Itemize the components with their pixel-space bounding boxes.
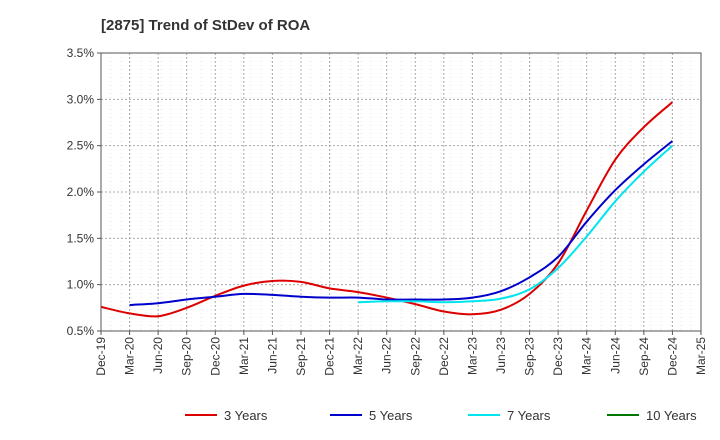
x-tick-label: Mar-23 — [465, 337, 479, 375]
x-tick-label: Sep-24 — [637, 337, 651, 376]
legend-label-3-years: 3 Years — [224, 408, 268, 423]
y-tick-label: 0.5% — [67, 324, 95, 338]
x-tick-label: Dec-22 — [437, 337, 451, 376]
x-tick-label: Sep-20 — [180, 337, 194, 376]
x-tick-label: Jun-20 — [151, 337, 165, 374]
grid — [101, 53, 701, 331]
x-tick-label: Sep-21 — [294, 337, 308, 376]
x-tick-label: Mar-22 — [351, 337, 365, 375]
chart-title: [2875] Trend of StDev of ROA — [101, 17, 310, 34]
x-tick-label: Jun-22 — [380, 337, 394, 374]
x-axis: Dec-19 Mar-20 Jun-20 Sep-20 Dec-20 Mar-21 Jun-… — [94, 331, 708, 376]
y-tick-label: 1.0% — [67, 278, 95, 292]
legend-label-7-years: 7 Years — [507, 408, 551, 423]
x-tick-label: Mar-24 — [580, 337, 594, 375]
y-tick-label: 1.5% — [67, 231, 95, 245]
x-tick-label: Sep-23 — [523, 337, 537, 376]
x-tick-label: Sep-22 — [408, 337, 422, 376]
series-line-5-years — [129, 140, 674, 307]
x-tick-label: Dec-19 — [94, 337, 108, 376]
series-line-7-years — [358, 144, 674, 304]
x-tick-label: Dec-21 — [323, 337, 337, 376]
x-tick-label: Mar-25 — [694, 337, 708, 375]
y-tick-label: 3.5% — [67, 46, 95, 60]
x-tick-label: Jun-21 — [265, 337, 279, 374]
plot-frame — [100, 52, 702, 332]
y-tick-label: 2.0% — [67, 185, 95, 199]
y-tick-label: 3.0% — [67, 92, 95, 106]
x-tick-label: Dec-20 — [208, 337, 222, 376]
legend: 3 Years 5 Years 7 Years 10 Years — [185, 408, 697, 423]
x-tick-label: Jun-23 — [494, 337, 508, 374]
x-tick-label: Mar-21 — [237, 337, 251, 375]
y-tick-label: 2.5% — [67, 139, 95, 153]
x-tick-label: Mar-20 — [123, 337, 137, 375]
legend-label-10-years: 10 Years — [646, 408, 697, 423]
series-line-3-years — [100, 101, 674, 318]
x-tick-label: Jun-24 — [608, 337, 622, 374]
y-axis: 0.5% 1.0% 1.5% 2.0% 2.5% 3.0% 3.5% — [67, 46, 101, 338]
series-lines — [100, 101, 674, 318]
legend-label-5-years: 5 Years — [369, 408, 413, 423]
x-tick-label: Dec-23 — [551, 337, 565, 376]
x-tick-label: Dec-24 — [665, 337, 679, 376]
